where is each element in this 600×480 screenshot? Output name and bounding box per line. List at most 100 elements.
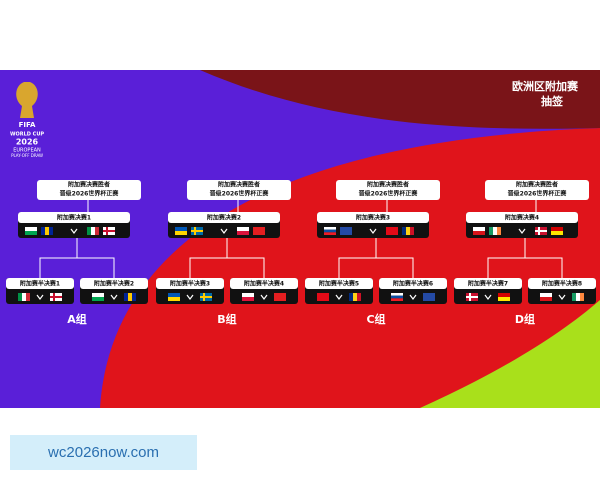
flag bbox=[497, 227, 501, 235]
match-label: 附加赛决赛2 bbox=[207, 214, 241, 222]
flag bbox=[489, 227, 493, 235]
flag bbox=[200, 296, 212, 298]
flag bbox=[349, 293, 353, 301]
flag bbox=[317, 297, 329, 301]
flag bbox=[87, 227, 91, 235]
trophy bbox=[16, 82, 38, 118]
match-header bbox=[317, 212, 429, 223]
match-header bbox=[18, 212, 130, 223]
flag bbox=[45, 227, 49, 235]
flag bbox=[386, 227, 398, 231]
vs-icon bbox=[484, 294, 492, 300]
match-header bbox=[156, 278, 224, 289]
flag bbox=[237, 227, 249, 231]
flag bbox=[580, 293, 584, 301]
flag bbox=[324, 229, 336, 233]
match-label: 附加赛半决赛5 bbox=[319, 280, 359, 288]
match-header bbox=[379, 278, 447, 289]
flag bbox=[253, 227, 265, 231]
flag bbox=[168, 293, 180, 297]
flag bbox=[175, 227, 187, 231]
bg-darkred bbox=[200, 70, 600, 129]
winner-text: 晋级2026世界杯正赛 bbox=[508, 190, 568, 198]
vs-icon bbox=[518, 228, 526, 234]
flag bbox=[551, 227, 563, 231]
group-label: A组 bbox=[67, 312, 87, 326]
winner-box bbox=[336, 180, 440, 200]
flag bbox=[91, 227, 95, 235]
vs-icon bbox=[70, 228, 78, 234]
match-label: 附加赛决赛4 bbox=[505, 214, 539, 222]
flag bbox=[50, 296, 62, 298]
flag bbox=[274, 297, 286, 301]
match-header bbox=[305, 278, 373, 289]
flag bbox=[386, 231, 398, 235]
match-header bbox=[230, 278, 298, 289]
draw-graphic: FIFA WORLD CUP 2026 EUROPEAN PLAY-OFF DR… bbox=[0, 70, 600, 408]
winner-box bbox=[485, 180, 589, 200]
flag bbox=[540, 297, 552, 301]
flag bbox=[49, 227, 53, 235]
logo: FIFA WORLD CUP 2026 EUROPEAN PLAY-OFF DR… bbox=[10, 82, 44, 158]
title: 抽签 bbox=[541, 94, 564, 108]
winner-text: 晋级2026世界杯正赛 bbox=[60, 190, 120, 198]
vs-icon bbox=[335, 294, 343, 300]
flag bbox=[92, 297, 104, 301]
logo-text: 2026 bbox=[16, 138, 39, 147]
flag bbox=[25, 227, 37, 231]
match-label: 附加赛半决赛6 bbox=[393, 280, 433, 288]
logo-text: WORLD CUP bbox=[10, 132, 44, 138]
flag bbox=[324, 227, 336, 230]
vs-icon bbox=[110, 294, 118, 300]
flag bbox=[274, 293, 286, 297]
flag bbox=[357, 293, 361, 301]
logo-text: EUROPEAN bbox=[13, 148, 41, 154]
match-label: 附加赛半决赛7 bbox=[468, 280, 508, 288]
winner-text: 附加赛决赛胜者 bbox=[218, 181, 260, 189]
flag bbox=[340, 231, 352, 235]
match-header bbox=[454, 278, 522, 289]
flag bbox=[576, 293, 580, 301]
match-label: 附加赛半决赛2 bbox=[94, 280, 134, 288]
flag bbox=[391, 295, 403, 299]
flag bbox=[406, 227, 410, 235]
vs-icon bbox=[409, 294, 417, 300]
flag bbox=[535, 230, 547, 232]
flag bbox=[423, 297, 435, 301]
flag bbox=[41, 227, 45, 235]
bg-lime bbox=[420, 300, 600, 408]
flag bbox=[473, 227, 485, 231]
vs-icon bbox=[369, 228, 377, 234]
winner-text: 附加赛决赛胜者 bbox=[367, 181, 409, 189]
flag bbox=[25, 231, 37, 235]
flag bbox=[540, 293, 552, 297]
flag bbox=[191, 230, 203, 232]
flag bbox=[92, 293, 104, 297]
flag bbox=[317, 293, 329, 297]
title: 欧洲区附加赛 bbox=[512, 79, 579, 93]
flag bbox=[391, 293, 403, 296]
flag bbox=[128, 293, 132, 301]
flag bbox=[237, 231, 249, 235]
flag bbox=[572, 293, 576, 301]
connector bbox=[487, 238, 563, 278]
flag bbox=[253, 231, 265, 235]
flag bbox=[423, 293, 435, 297]
flag bbox=[466, 296, 478, 298]
group-label: D组 bbox=[515, 312, 535, 326]
flag bbox=[551, 231, 563, 235]
match-header bbox=[80, 278, 148, 289]
group-label: B组 bbox=[217, 312, 236, 326]
flag bbox=[410, 227, 414, 235]
flag bbox=[498, 293, 510, 297]
match-label: 附加赛决赛1 bbox=[57, 214, 91, 222]
winner-box bbox=[187, 180, 291, 200]
match-header bbox=[168, 212, 280, 223]
flag bbox=[242, 297, 254, 301]
match-label: 附加赛半决赛8 bbox=[542, 280, 582, 288]
connector bbox=[338, 238, 414, 278]
site-link: wc2026now.com bbox=[10, 435, 197, 470]
connector bbox=[189, 238, 265, 278]
vs-icon bbox=[36, 294, 44, 300]
